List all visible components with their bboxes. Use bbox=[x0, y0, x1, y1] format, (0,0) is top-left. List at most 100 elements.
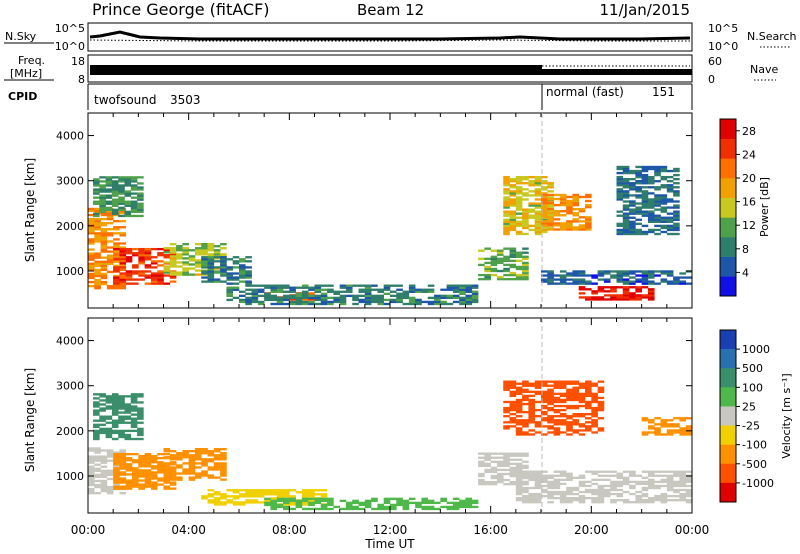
data-cell bbox=[201, 264, 208, 267]
data-cell bbox=[111, 397, 119, 400]
data-cell bbox=[647, 216, 655, 219]
data-cell bbox=[566, 492, 573, 496]
data-cell bbox=[137, 182, 144, 185]
data-cell bbox=[94, 262, 101, 265]
data-cell bbox=[629, 270, 636, 273]
data-cell bbox=[610, 274, 617, 277]
data-cell bbox=[163, 265, 171, 268]
data-cell bbox=[635, 173, 642, 177]
data-cell bbox=[559, 494, 567, 498]
data-cell bbox=[585, 402, 592, 406]
data-cell bbox=[345, 507, 353, 511]
data-cell bbox=[541, 222, 548, 225]
data-cell bbox=[522, 275, 529, 279]
colorbar-tick-label: 8 bbox=[742, 243, 749, 256]
data-cell bbox=[515, 206, 523, 209]
data-cell bbox=[124, 184, 132, 187]
data-cell bbox=[138, 459, 145, 462]
data-cell bbox=[459, 288, 466, 291]
data-cell bbox=[641, 296, 649, 299]
noise-tick-bottom-right: 10^0 bbox=[708, 40, 738, 53]
data-cell bbox=[371, 497, 378, 500]
data-cell bbox=[118, 417, 125, 420]
data-cell bbox=[622, 214, 630, 217]
data-cell bbox=[471, 294, 479, 298]
data-cell bbox=[124, 176, 132, 179]
data-region-11 bbox=[578, 286, 655, 301]
data-cell bbox=[647, 474, 655, 477]
data-cell bbox=[157, 461, 164, 464]
data-cell bbox=[352, 507, 359, 511]
data-cell bbox=[232, 256, 240, 259]
data-cell bbox=[446, 505, 454, 509]
data-cell bbox=[572, 476, 580, 479]
data-cell bbox=[157, 479, 164, 482]
data-cell bbox=[364, 286, 372, 289]
data-cell bbox=[408, 284, 416, 287]
data-cell bbox=[415, 505, 422, 509]
data-cell bbox=[144, 454, 152, 458]
data-cell bbox=[105, 196, 113, 199]
x-tick-label: 00:00 bbox=[675, 523, 710, 537]
data-cell bbox=[314, 501, 322, 505]
data-cell bbox=[465, 296, 473, 300]
data-cell bbox=[597, 298, 605, 301]
data-cell bbox=[534, 182, 542, 185]
data-cell bbox=[427, 302, 435, 306]
data-cell bbox=[459, 505, 466, 509]
data-cell bbox=[239, 260, 246, 263]
data-cell bbox=[666, 433, 674, 436]
data-cell bbox=[194, 265, 202, 268]
data-cell bbox=[239, 274, 246, 277]
data-cell bbox=[119, 481, 127, 484]
data-cell bbox=[622, 478, 630, 482]
data-cell bbox=[654, 218, 661, 221]
data-cell bbox=[616, 280, 624, 283]
data-cell bbox=[239, 276, 246, 279]
data-cell bbox=[647, 294, 655, 297]
data-cell bbox=[446, 501, 454, 505]
data-cell bbox=[124, 429, 132, 433]
data-cell bbox=[99, 190, 106, 193]
data-cell bbox=[572, 201, 580, 205]
data-cell bbox=[169, 478, 177, 481]
noise-tick-top-right: 10^5 bbox=[708, 22, 738, 35]
data-cell bbox=[301, 497, 309, 500]
data-cell bbox=[119, 252, 127, 255]
data-cell bbox=[515, 175, 523, 179]
data-cell bbox=[130, 208, 138, 212]
data-cell bbox=[119, 467, 127, 470]
data-cell bbox=[106, 287, 114, 290]
data-cell bbox=[88, 465, 95, 468]
data-cell bbox=[622, 192, 630, 195]
data-cell bbox=[150, 483, 158, 486]
data-cell bbox=[641, 470, 649, 473]
data-cell bbox=[427, 284, 435, 287]
data-cell bbox=[547, 220, 554, 223]
data-cell bbox=[660, 494, 668, 498]
data-cell bbox=[673, 276, 680, 279]
data-cell bbox=[541, 186, 548, 189]
data-cell bbox=[515, 275, 523, 279]
data-cell bbox=[471, 290, 479, 293]
data-cell bbox=[673, 218, 680, 221]
data-cell bbox=[213, 501, 221, 504]
data-cell bbox=[130, 437, 138, 441]
data-cell bbox=[666, 232, 674, 236]
data-cell bbox=[559, 415, 567, 418]
data-cell bbox=[119, 454, 127, 458]
data-cell bbox=[528, 204, 536, 207]
data-cell bbox=[99, 403, 106, 406]
data-cell bbox=[137, 415, 144, 418]
data-cell bbox=[566, 398, 573, 402]
data-cell bbox=[194, 462, 202, 465]
data-cell bbox=[585, 429, 592, 432]
data-cell bbox=[93, 413, 100, 416]
data-region-12 bbox=[616, 165, 680, 236]
data-cell bbox=[528, 384, 536, 387]
freq-label-line1: Freq. bbox=[18, 54, 45, 67]
data-cell bbox=[124, 433, 132, 437]
data-cell bbox=[118, 198, 125, 201]
data-cell bbox=[251, 294, 259, 298]
